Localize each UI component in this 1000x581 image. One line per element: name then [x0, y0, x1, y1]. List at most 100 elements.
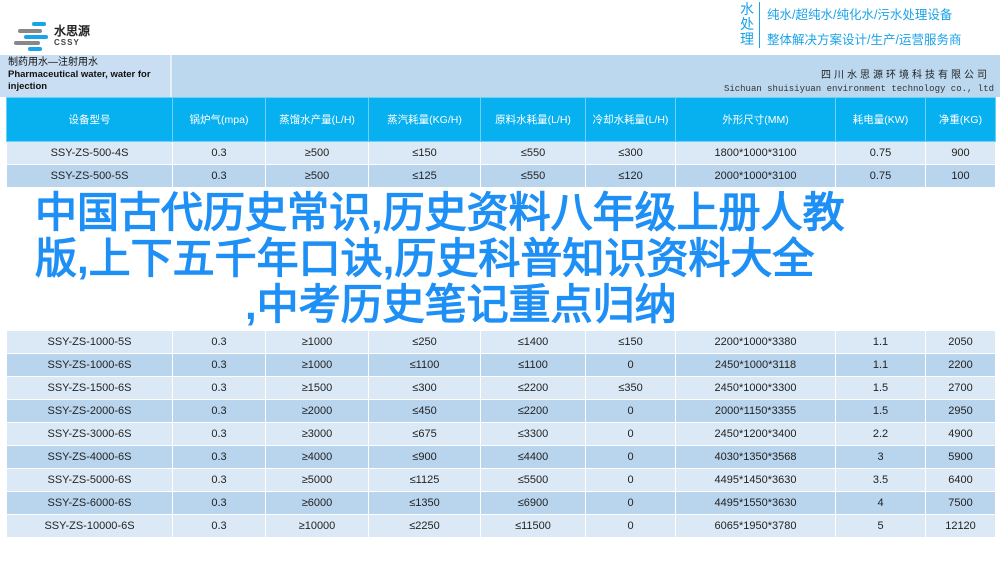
table-row: SSY-ZS-10000-6S 0.3 ≥10000 ≤2250 ≤11500 0 6065… [6, 514, 996, 538]
table-cell: ≤3300 [480, 422, 586, 446]
table-row: SSY-ZS-1000-5S 0.3 ≥1000 ≤250 ≤1400 ≤150 2200*… [6, 330, 996, 354]
table-cell: ≤2200 [480, 399, 586, 423]
company-en: Sichuan shuisiyuan environment technolog… [723, 84, 994, 94]
table-cell: ≤550 [480, 141, 586, 165]
table-cell: 0.3 [172, 353, 266, 377]
table-cell: ≤5500 [480, 468, 586, 492]
table-cell: 2200*1000*3380 [675, 330, 836, 354]
table-cell: 0.3 [172, 514, 266, 538]
table-cell: 2050 [925, 330, 996, 354]
table-cell: ≥2000 [265, 399, 369, 423]
table-cell: ≥1500 [265, 376, 369, 400]
table-cell: ≤150 [585, 330, 676, 354]
table-cell: 2450*1200*3400 [675, 422, 836, 446]
column-header: 耗电量(KW) [835, 97, 926, 142]
table-cell: 4 [835, 491, 926, 515]
table-cell: ≤1100 [480, 353, 586, 377]
table-row: SSY-ZS-5000-6S 0.3 ≥5000 ≤1125 ≤5500 0 4495*14… [6, 468, 996, 492]
table-cell: 2.2 [835, 422, 926, 446]
column-header: 锅炉气(mpa) [172, 97, 266, 142]
table-cell: 4030*1350*3568 [675, 445, 836, 469]
column-header: 原料水耗量(L/H) [480, 97, 586, 142]
table-cell: ≤350 [585, 376, 676, 400]
table-cell: 1.1 [835, 330, 926, 354]
table-row: SSY-ZS-1500-6S 0.3 ≥1500 ≤300 ≤2200 ≤350 2450*… [6, 376, 996, 400]
overlay-cell: 中国古代历史常识,历史资料八年级上册人教 版,上下五千年口诀,历史科普知识资料大全… [6, 187, 996, 331]
table-cell: 900 [925, 141, 996, 165]
table-cell: SSY-ZS-2000-6S [6, 399, 173, 423]
table-cell: 4495*1550*3630 [675, 491, 836, 515]
table-row: SSY-ZS-4000-6S 0.3 ≥4000 ≤900 ≤4400 0 4030*135… [6, 445, 996, 469]
table-cell: 0.75 [835, 141, 926, 165]
table-cell: 1.5 [835, 376, 926, 400]
table-cell: 5900 [925, 445, 996, 469]
table-cell: 12120 [925, 514, 996, 538]
table-cell: SSY-ZS-1000-6S [6, 353, 173, 377]
table-cell: 0 [585, 353, 676, 377]
company-logo: 水思源 CSSY [14, 22, 104, 52]
table-cell: SSY-ZS-4000-6S [6, 445, 173, 469]
table-cell: ≤1125 [368, 468, 481, 492]
table-cell: 1800*1000*3100 [675, 141, 836, 165]
overlay-line-3: ,中考历史笔记重点归纳 [245, 281, 677, 328]
table-cell: 0.3 [172, 164, 266, 188]
table-cell: 0.3 [172, 422, 266, 446]
table-cell: ≤900 [368, 445, 481, 469]
table-cell: ≥1000 [265, 330, 369, 354]
title-cell: 制药用水—注射用水 Pharmaceutical water, water fo… [0, 55, 172, 97]
slogan-vertical: 水处理 [740, 2, 760, 48]
table-cell: ≤300 [368, 376, 481, 400]
table-cell: 0 [585, 491, 676, 515]
table-cell: ≤450 [368, 399, 481, 423]
table-cell: 4495*1450*3630 [675, 468, 836, 492]
table-cell: SSY-ZS-10000-6S [6, 514, 173, 538]
table-cell: ≤550 [480, 164, 586, 188]
overlay-line-1: 中国古代历史常识,历史资料八年级上册人教 [35, 189, 845, 236]
table-cell: SSY-ZS-5000-6S [6, 468, 173, 492]
table-cell: 6065*1950*3780 [675, 514, 836, 538]
table-cell: 2200 [925, 353, 996, 377]
table-row: SSY-ZS-6000-6S 0.3 ≥6000 ≤1350 ≤6900 0 4495*15… [6, 491, 996, 515]
table-cell: ≤2200 [480, 376, 586, 400]
column-header: 设备型号 [6, 97, 173, 142]
title-band: 制药用水—注射用水 Pharmaceutical water, water fo… [0, 55, 1000, 97]
table-cell: 0.3 [172, 141, 266, 165]
table-cell: SSY-ZS-6000-6S [6, 491, 173, 515]
column-header: 净重(KG) [925, 97, 996, 142]
logo-cn: 水思源 [54, 24, 91, 38]
table-cell: 0 [585, 514, 676, 538]
table-cell: 0.3 [172, 376, 266, 400]
table-cell: ≥5000 [265, 468, 369, 492]
table-cell: ≤2250 [368, 514, 481, 538]
spec-table: 设备型号 锅炉气(mpa) 蒸馏水产量(L/H) 蒸汽耗量(KG/H) 原料水耗量(L/… [6, 97, 996, 538]
table-cell: 2000*1000*3100 [675, 164, 836, 188]
table-cell: ≤150 [368, 141, 481, 165]
table-cell: ≤6900 [480, 491, 586, 515]
table-cell: 3.5 [835, 468, 926, 492]
table-cell: ≤1350 [368, 491, 481, 515]
table-cell: 2000*1150*3355 [675, 399, 836, 423]
column-header: 冷却水耗量(L/H) [585, 97, 676, 142]
table-cell: 100 [925, 164, 996, 188]
logo-en: CSSY [54, 38, 80, 47]
title-en: Pharmaceutical water, water for injectio… [8, 69, 151, 92]
company-cn: 四川水思源环境科技有限公司 [821, 70, 990, 81]
table-cell: ≤250 [368, 330, 481, 354]
table-cell: 0.3 [172, 399, 266, 423]
table-cell: ≤4400 [480, 445, 586, 469]
table-cell: SSY-ZS-3000-6S [6, 422, 173, 446]
column-header: 蒸馏水产量(L/H) [265, 97, 369, 142]
table-cell: ≥10000 [265, 514, 369, 538]
header-row: 设备型号 锅炉气(mpa) 蒸馏水产量(L/H) 蒸汽耗量(KG/H) 原料水耗量(L/… [6, 97, 996, 142]
table-cell: 6400 [925, 468, 996, 492]
table-cell: 0.3 [172, 491, 266, 515]
table-row: SSY-ZS-500-5S 0.3 ≥500 ≤125 ≤550 ≤120 2000*100… [6, 164, 996, 188]
table-cell: SSY-ZS-1500-6S [6, 376, 173, 400]
table-cell: 5 [835, 514, 926, 538]
table-cell: 0.3 [172, 468, 266, 492]
table-cell: ≥4000 [265, 445, 369, 469]
table-cell: ≤1400 [480, 330, 586, 354]
table-cell: 0 [585, 468, 676, 492]
table-cell: ≤675 [368, 422, 481, 446]
table-cell: 1.1 [835, 353, 926, 377]
